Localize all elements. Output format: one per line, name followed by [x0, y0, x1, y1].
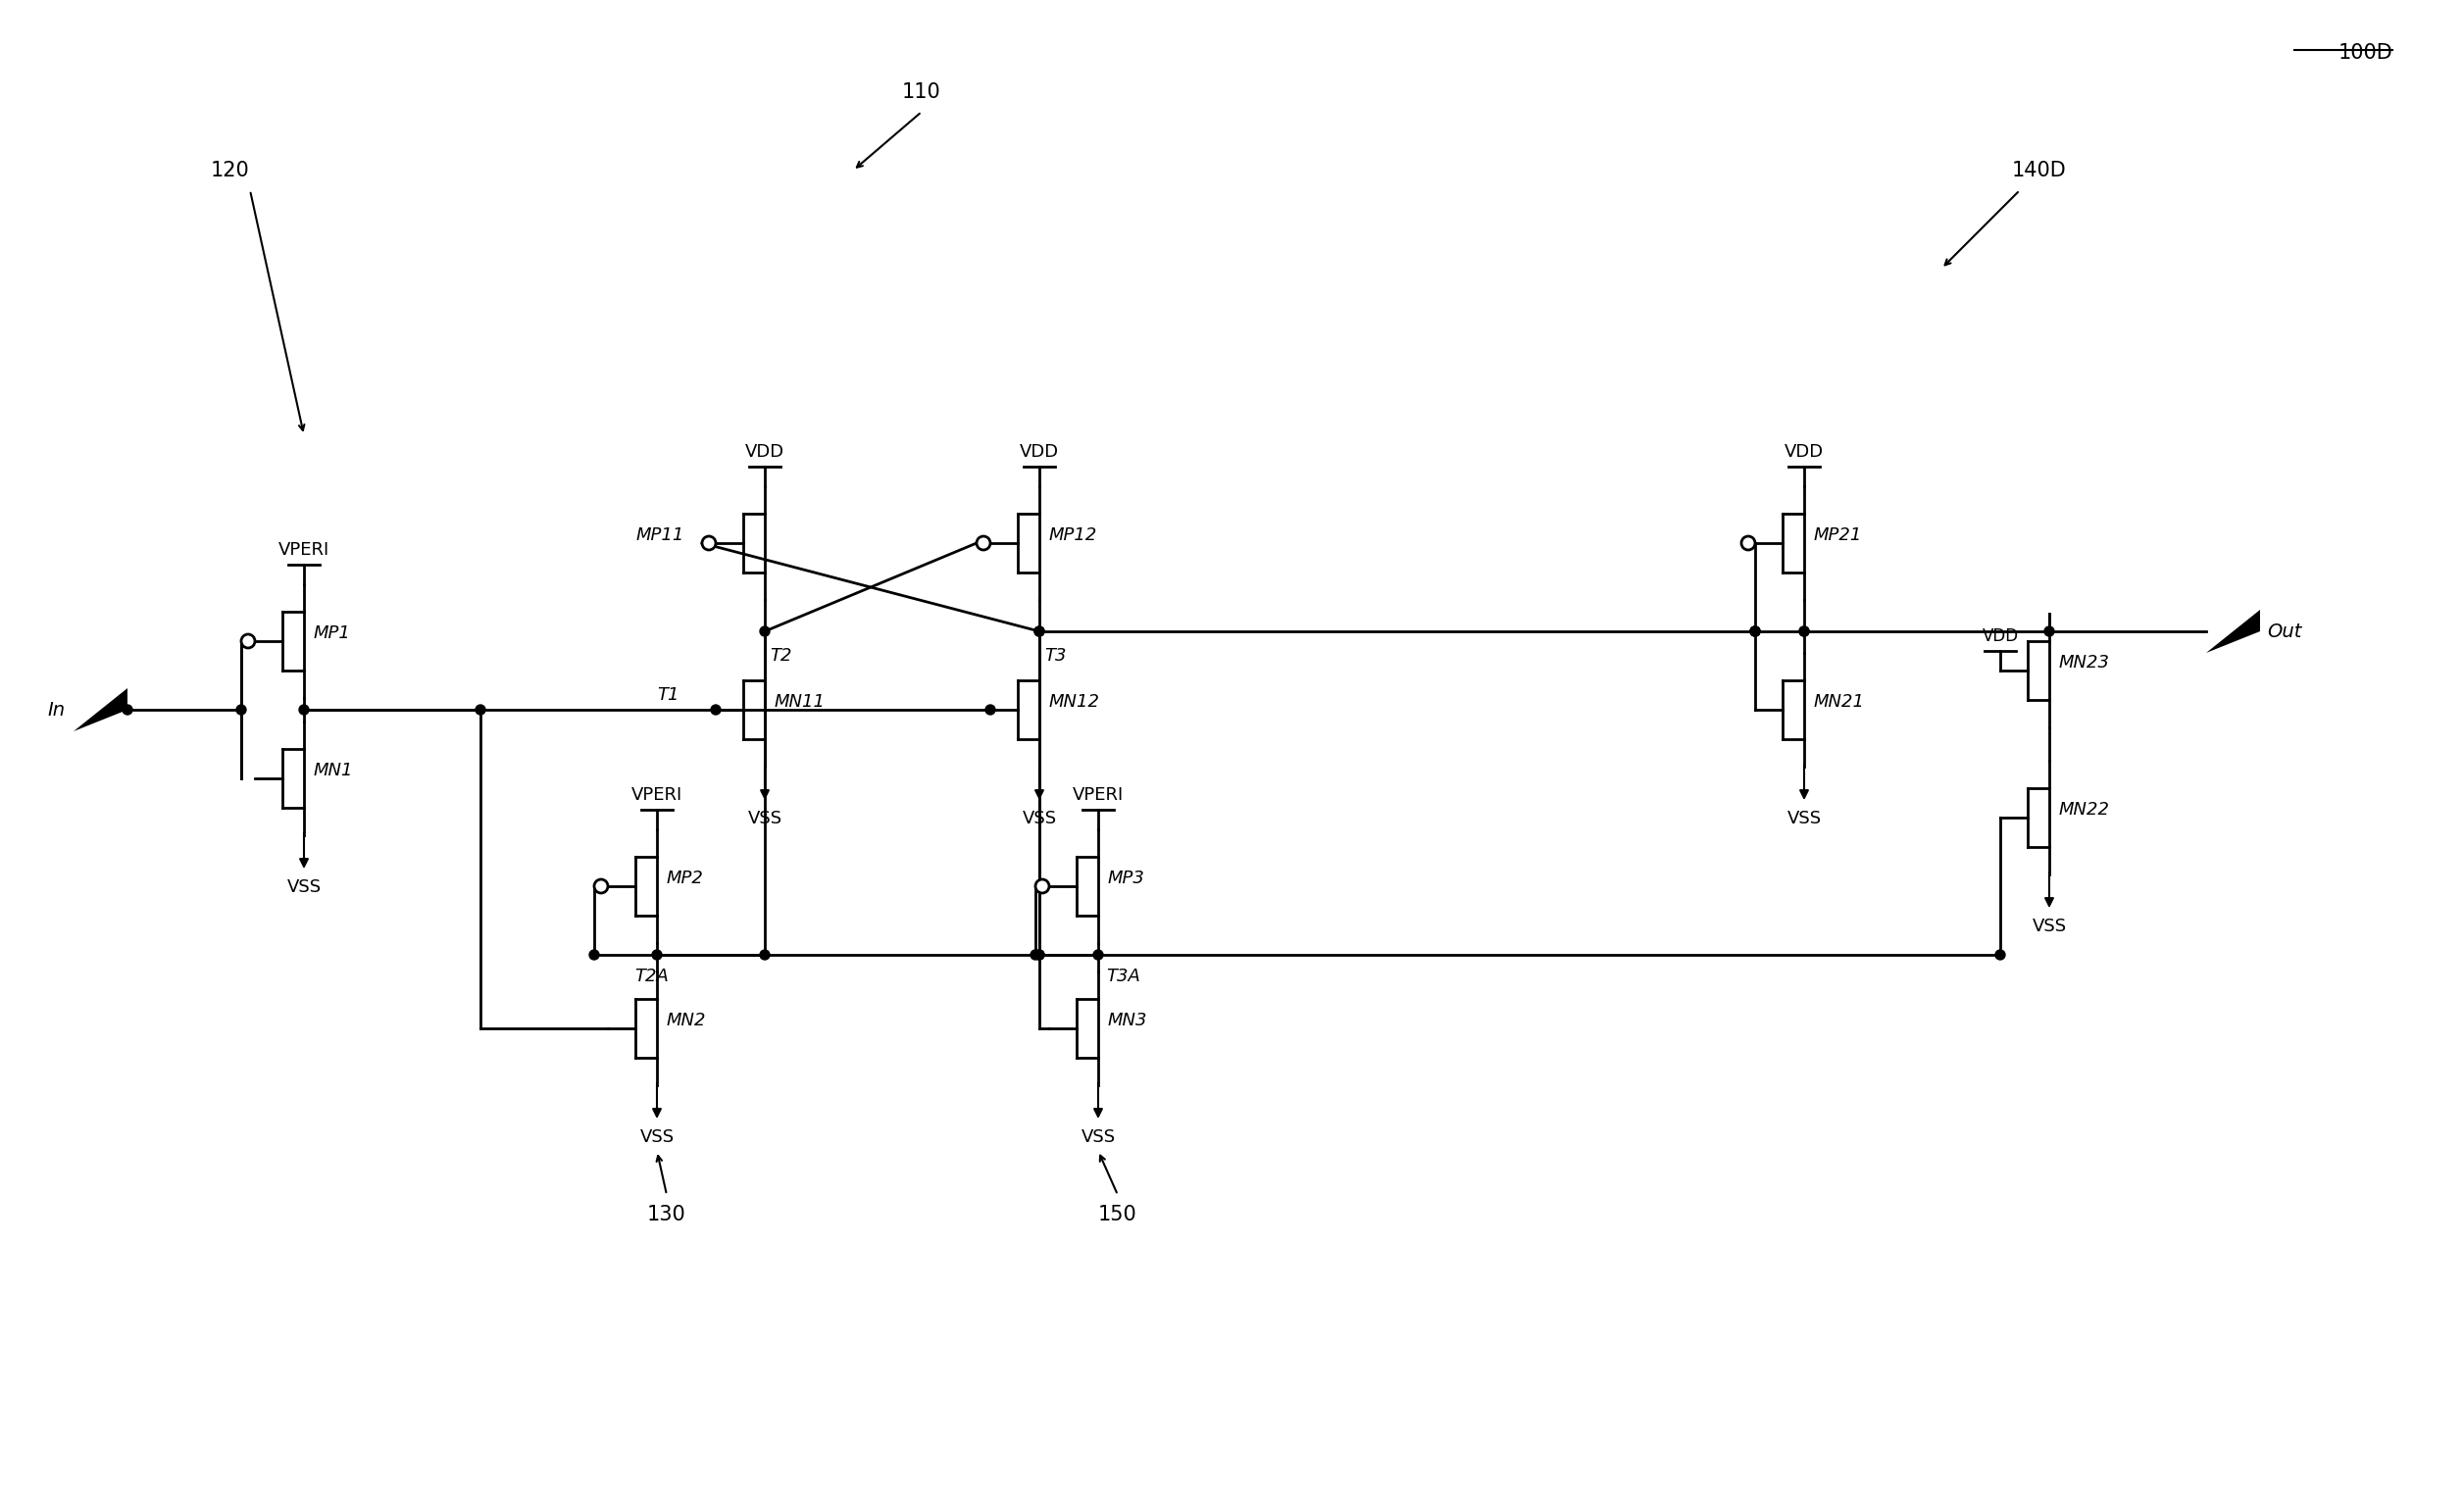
Text: 130: 130 — [648, 1204, 687, 1225]
Text: VSS: VSS — [1082, 1128, 1116, 1146]
Circle shape — [594, 880, 609, 893]
Text: MN21: MN21 — [1814, 693, 1865, 711]
Text: VDD: VDD — [1784, 444, 1823, 460]
Circle shape — [759, 950, 769, 959]
Text: VSS: VSS — [1786, 810, 1821, 828]
Text: MP12: MP12 — [1050, 526, 1096, 544]
Text: T3: T3 — [1045, 647, 1067, 665]
Circle shape — [298, 705, 308, 714]
Text: MN2: MN2 — [668, 1011, 707, 1029]
Text: MP2: MP2 — [668, 870, 705, 887]
Circle shape — [1996, 950, 2006, 959]
Text: 150: 150 — [1099, 1204, 1138, 1225]
Text: VDD: VDD — [1981, 627, 2018, 645]
Text: MP21: MP21 — [1814, 526, 1863, 544]
Circle shape — [1094, 950, 1104, 959]
Text: MP1: MP1 — [313, 624, 350, 642]
Text: MP3: MP3 — [1109, 870, 1146, 887]
Circle shape — [1749, 626, 1759, 636]
Circle shape — [1742, 536, 1754, 550]
Text: 110: 110 — [902, 82, 941, 102]
Circle shape — [1035, 626, 1045, 636]
Circle shape — [1749, 626, 1759, 636]
Text: T2: T2 — [769, 647, 791, 665]
Circle shape — [976, 536, 991, 550]
Text: 140D: 140D — [2013, 161, 2067, 181]
Circle shape — [710, 705, 719, 714]
Circle shape — [1035, 626, 1045, 636]
Text: VSS: VSS — [641, 1128, 675, 1146]
Circle shape — [476, 705, 485, 714]
Circle shape — [1799, 626, 1809, 636]
Text: MN12: MN12 — [1050, 693, 1099, 711]
Text: MN23: MN23 — [2060, 654, 2109, 671]
Circle shape — [1035, 950, 1045, 959]
Text: Out: Out — [2267, 622, 2301, 641]
Text: T1: T1 — [658, 686, 680, 704]
Text: 120: 120 — [212, 161, 249, 181]
Text: T3A: T3A — [1106, 968, 1141, 985]
Text: MN3: MN3 — [1109, 1011, 1148, 1029]
Circle shape — [1035, 880, 1050, 893]
Text: VPERI: VPERI — [1072, 786, 1124, 804]
Text: 100D: 100D — [2338, 43, 2393, 63]
Text: VSS: VSS — [286, 878, 320, 896]
Circle shape — [1035, 950, 1045, 959]
Circle shape — [702, 536, 715, 550]
Circle shape — [986, 705, 995, 714]
Circle shape — [1749, 626, 1759, 636]
Text: VDD: VDD — [744, 444, 784, 460]
Text: In: In — [47, 701, 67, 719]
Circle shape — [237, 705, 246, 714]
Circle shape — [759, 626, 769, 636]
Circle shape — [123, 705, 133, 714]
Circle shape — [241, 635, 254, 648]
Text: VSS: VSS — [747, 810, 781, 828]
Text: T2A: T2A — [636, 968, 670, 985]
Text: VSS: VSS — [2033, 917, 2067, 935]
Text: MN1: MN1 — [313, 762, 352, 780]
Polygon shape — [2205, 610, 2259, 653]
Circle shape — [2045, 626, 2055, 636]
Text: MN11: MN11 — [774, 693, 825, 711]
Text: VPERI: VPERI — [278, 541, 330, 559]
Circle shape — [1030, 950, 1040, 959]
Text: VPERI: VPERI — [631, 786, 683, 804]
Circle shape — [589, 950, 599, 959]
Polygon shape — [74, 689, 128, 732]
Text: VDD: VDD — [1020, 444, 1060, 460]
Text: MP11: MP11 — [636, 526, 685, 544]
Circle shape — [1799, 626, 1809, 636]
Text: VSS: VSS — [1023, 810, 1057, 828]
Circle shape — [653, 950, 663, 959]
Text: MN22: MN22 — [2060, 801, 2109, 819]
